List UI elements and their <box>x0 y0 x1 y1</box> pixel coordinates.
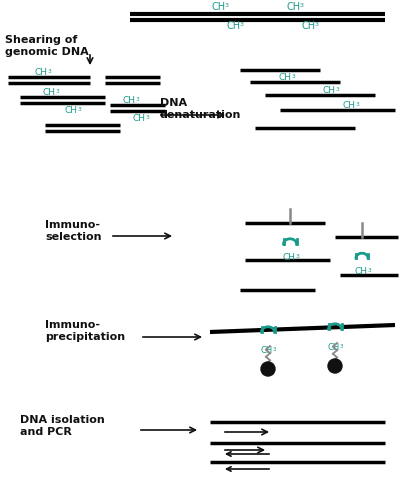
Text: 3: 3 <box>225 3 229 8</box>
Text: 3: 3 <box>135 97 139 102</box>
Text: CH: CH <box>42 88 56 97</box>
Text: 3: 3 <box>355 102 359 107</box>
Text: CH: CH <box>64 106 78 115</box>
Text: 3: 3 <box>55 89 59 94</box>
Circle shape <box>261 362 275 376</box>
Circle shape <box>328 359 342 373</box>
Text: DNA
denaturation: DNA denaturation <box>160 98 241 120</box>
Text: CH: CH <box>354 267 368 276</box>
Text: CH: CH <box>227 21 241 31</box>
Text: CH: CH <box>322 86 336 95</box>
Text: CH: CH <box>122 96 136 105</box>
Text: CH: CH <box>328 343 340 352</box>
Text: CH: CH <box>302 21 316 31</box>
Text: Immuno-
precipitation: Immuno- precipitation <box>45 320 125 342</box>
Text: CH: CH <box>342 101 356 110</box>
Text: 3: 3 <box>273 347 276 352</box>
Text: CH: CH <box>132 114 146 123</box>
Text: 3: 3 <box>315 22 319 27</box>
Text: CH: CH <box>34 68 48 77</box>
Text: 3: 3 <box>145 115 149 120</box>
Text: CH: CH <box>261 346 273 355</box>
Text: CH: CH <box>278 73 292 82</box>
Text: 3: 3 <box>240 22 244 27</box>
Text: DNA isolation
and PCR: DNA isolation and PCR <box>20 415 105 437</box>
Text: 3: 3 <box>340 344 344 349</box>
Text: Shearing of
genomic DNA: Shearing of genomic DNA <box>5 35 89 58</box>
Text: 3: 3 <box>335 87 339 92</box>
Text: CH: CH <box>282 253 296 262</box>
Text: CH: CH <box>287 2 301 12</box>
Text: 3: 3 <box>77 107 81 112</box>
Text: 3: 3 <box>47 69 51 74</box>
Text: 3: 3 <box>291 74 295 79</box>
Text: 3: 3 <box>295 254 299 259</box>
Text: 3: 3 <box>300 3 304 8</box>
Text: CH: CH <box>212 2 226 12</box>
Text: Immuno-
selection: Immuno- selection <box>45 220 102 242</box>
Text: 3: 3 <box>367 268 371 273</box>
